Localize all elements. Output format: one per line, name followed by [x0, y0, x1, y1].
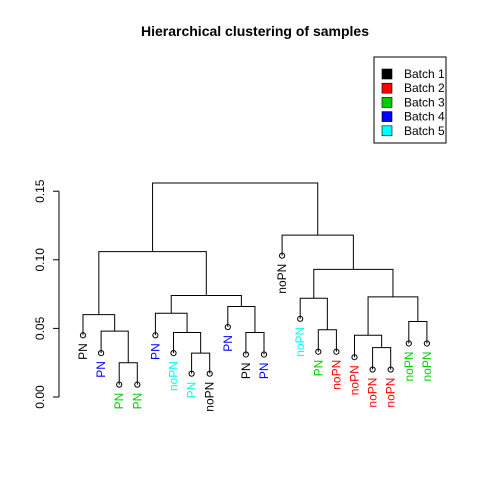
leaf-markers [79, 252, 430, 388]
legend-swatch [381, 82, 393, 94]
leaf-marker [224, 323, 231, 331]
leaf-marker [170, 349, 177, 357]
leaf-marker [134, 381, 141, 388]
legend-swatch [381, 125, 393, 137]
dendrogram-branch [245, 332, 265, 355]
leaf-marker [116, 381, 123, 388]
dendrogram-branch [98, 251, 207, 315]
dendrogram-branch [367, 296, 419, 336]
leaf-marker [79, 332, 87, 339]
legend-label: Batch 2 [404, 81, 445, 95]
leaf-marker [333, 348, 340, 355]
legend-label: Batch 3 [404, 95, 445, 109]
leaf-label: PN [94, 361, 108, 378]
leaf-label: noPN [402, 351, 416, 381]
chart-title: Hierarchical clustering of samples [141, 23, 369, 39]
leaf-marker [387, 366, 394, 373]
leaf-label: noPN [293, 327, 307, 357]
leaf-marker [206, 370, 213, 377]
y-axis: 0.00 0.05 0.10 0.15 [33, 179, 60, 409]
y-tick-label: 0.05 [33, 316, 47, 340]
dendrogram-branch [82, 314, 116, 336]
dendrogram-branch [152, 182, 319, 252]
dendrogram-branch [227, 305, 256, 333]
leaf-marker [297, 315, 304, 322]
dendrogram-branch [408, 321, 428, 344]
leaf-marker [423, 340, 430, 347]
legend-swatch [381, 97, 393, 108]
leaf-marker [351, 354, 358, 361]
leaf-label: PN [130, 393, 144, 410]
leaf-marker [152, 332, 159, 339]
leaf-marker [369, 366, 376, 373]
legend-label: Batch 1 [404, 67, 445, 81]
leaf-label: PN [112, 393, 126, 410]
legend-label: Batch 5 [404, 124, 445, 138]
leaf-marker [279, 252, 286, 259]
leaf-marker [242, 351, 249, 358]
leaf-label: PN [239, 362, 253, 379]
leaf-label: PN [76, 343, 90, 360]
leaf-label: noPN [275, 264, 289, 294]
y-tick-label: 0.10 [33, 248, 47, 272]
leaf-label: noPN [384, 378, 398, 408]
leaf-label: noPN [329, 360, 343, 390]
leaf-marker [98, 349, 105, 357]
leaf-label: PN [311, 360, 325, 377]
dendrogram-branch [281, 234, 354, 270]
leaf-label: noPN [167, 361, 181, 391]
leaf-label: PN [221, 335, 235, 352]
leaf-label: noPN [366, 378, 380, 408]
dendrogram-branch [299, 297, 328, 330]
dendrogram-branch [170, 294, 242, 314]
dendrogram-branches [82, 182, 428, 385]
leaf-marker [260, 351, 268, 358]
dendrogram-branch [354, 334, 383, 358]
leaf-label: noPN [348, 365, 362, 395]
leaf-label: noPN [420, 351, 434, 381]
leaf-label: PN [257, 362, 271, 379]
leaf-label: PN [185, 382, 199, 399]
leaf-label: PN [148, 343, 162, 360]
dendrogram-branch [173, 332, 202, 354]
dendrogram-branch [313, 268, 394, 299]
y-tick-label: 0.00 [33, 385, 47, 409]
leaf-marker [188, 370, 195, 377]
legend-label: Batch 4 [404, 110, 445, 124]
legend-swatch [381, 68, 393, 80]
y-tick-label: 0.15 [33, 179, 47, 203]
leaf-label: noPN [203, 382, 217, 412]
dendrogram-branch [100, 330, 129, 363]
dendrogram-branch [191, 352, 211, 374]
dendrogram-branch [154, 312, 188, 336]
dendrogram-branch [372, 347, 392, 370]
leaf-marker [405, 340, 412, 347]
leaf-marker [315, 348, 322, 355]
dendrogram-branch [317, 329, 337, 352]
dendrogram-branch [118, 362, 138, 385]
legend-swatch [381, 111, 393, 122]
